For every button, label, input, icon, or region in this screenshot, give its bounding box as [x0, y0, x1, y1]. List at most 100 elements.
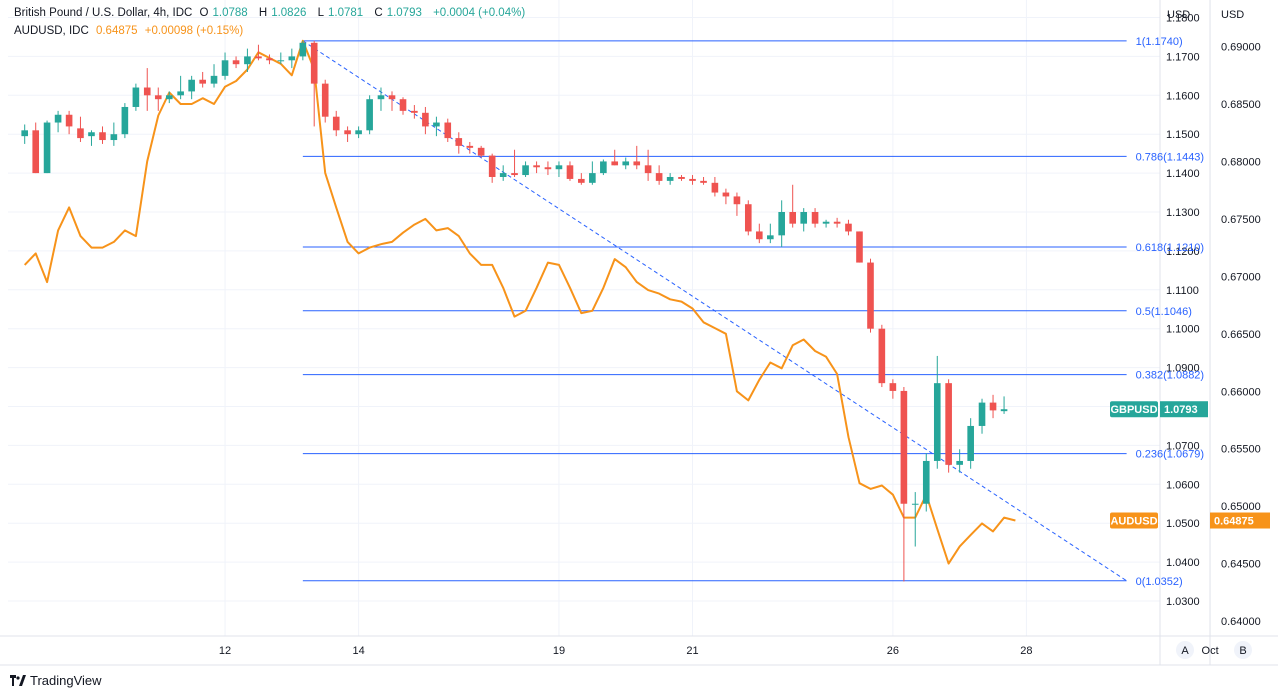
- candle-body: [511, 173, 518, 176]
- candle-body: [165, 95, 173, 100]
- legend-second-title: AUDUSD, IDC: [14, 25, 89, 37]
- candle-body: [32, 130, 40, 174]
- axis-a-tick: 1.1000: [1166, 324, 1200, 336]
- audusd-line: [23, 39, 1016, 565]
- candle-body: [244, 56, 251, 65]
- candle-body: [43, 122, 51, 174]
- fib-level-label: 0.382(1.0882): [1136, 370, 1205, 382]
- axis-a-tick: 1.1100: [1166, 285, 1199, 297]
- candle-body: [956, 460, 963, 465]
- candle-body: [99, 132, 106, 141]
- candle-body: [533, 165, 540, 168]
- axis-b-title: USD: [1221, 9, 1244, 21]
- candle-body: [377, 95, 385, 100]
- candle-body: [622, 161, 630, 166]
- price-badge-value-bg: [1160, 401, 1208, 418]
- candle-body: [54, 114, 62, 123]
- axis-a-button[interactable]: [1176, 641, 1194, 659]
- tradingview-icon: [10, 674, 26, 686]
- candle-body: [600, 161, 607, 174]
- candle-body: [933, 383, 941, 461]
- axis-a-tick: 1.0900: [1166, 363, 1200, 375]
- axis-b-tick: 0.66500: [1221, 329, 1261, 341]
- axis-b-tick: 0.65000: [1221, 501, 1261, 513]
- candle-body: [655, 173, 663, 181]
- candle-body: [744, 204, 752, 232]
- x-axis-tick: 19: [553, 645, 565, 657]
- candle-body: [544, 167, 552, 170]
- candle-body: [900, 390, 908, 504]
- legend-low-label: L: [317, 7, 324, 19]
- axis-a-tick: 1.0600: [1166, 479, 1200, 491]
- candle-body: [978, 402, 986, 426]
- candle-body: [355, 130, 362, 135]
- axis-b-tick: 0.66000: [1221, 386, 1261, 398]
- candle-body: [722, 192, 730, 197]
- candle-body: [199, 79, 206, 84]
- legend-high-value: 1.0826: [271, 7, 307, 19]
- candle-body: [889, 383, 897, 391]
- candle-body: [845, 223, 852, 232]
- legend-second-change: +0.00098 (+0.15%): [144, 25, 244, 37]
- candle-body: [878, 328, 886, 384]
- candle-body: [277, 60, 285, 62]
- candle-body: [666, 176, 674, 181]
- axis-b-tick: 0.65500: [1221, 444, 1261, 456]
- axis-a-tick: 1.1500: [1166, 129, 1200, 141]
- x-axis-tick: 28: [1020, 645, 1032, 657]
- candle-body: [911, 503, 919, 505]
- candle-body: [121, 106, 129, 135]
- x-axis-tick: 12: [219, 645, 231, 657]
- candle-body: [266, 58, 273, 61]
- candle-body: [321, 83, 329, 117]
- axis-b-tick: 0.68000: [1221, 156, 1261, 168]
- candle-body: [989, 402, 997, 411]
- main-legend: British Pound / U.S. Dollar, 4h, IDC O 1.…: [14, 7, 529, 19]
- x-axis-tick: 26: [887, 645, 899, 657]
- axis-b-button[interactable]: [1234, 641, 1252, 659]
- candle-body: [488, 155, 496, 177]
- legend-close-value: 1.0793: [386, 7, 422, 19]
- candle-body: [755, 231, 763, 240]
- candle-body: [143, 87, 151, 96]
- x-axis-tick: 21: [686, 645, 698, 657]
- axis-a-tick: 1.1700: [1166, 51, 1200, 63]
- axis-b-tick: 0.69000: [1221, 42, 1261, 54]
- candle-body: [733, 196, 741, 205]
- candle-body: [1000, 409, 1008, 412]
- fib-level-label: 1(1.1740): [1136, 36, 1183, 48]
- axis-b-button-label: B: [1239, 645, 1246, 657]
- candle-body: [411, 110, 418, 113]
- candle-body: [399, 99, 407, 111]
- legend-high-label: H: [258, 7, 268, 19]
- candle-body: [132, 87, 140, 107]
- axis-b-tick: 0.64000: [1221, 616, 1261, 628]
- fib-level-label: 0.5(1.1046): [1136, 306, 1192, 318]
- candle-body: [299, 42, 307, 57]
- axis-a-tick: 1.1800: [1166, 13, 1200, 25]
- candle-body: [444, 122, 452, 139]
- candle-body: [177, 91, 184, 96]
- axis-a-tick: 1.0500: [1166, 518, 1200, 530]
- candle-body: [332, 116, 340, 131]
- fib-level-label: 0(1.0352): [1136, 576, 1183, 588]
- second-legend: AUDUSD, IDC 0.64875 +0.00098 (+0.15%): [14, 25, 247, 37]
- candle-body: [789, 212, 797, 224]
- candle-body: [21, 130, 29, 137]
- candle-body: [210, 75, 218, 84]
- fib-level-label: 0.618(1.1210): [1136, 242, 1205, 254]
- price-badge-name-bg: [1110, 401, 1158, 418]
- tradingview-brand: TradingView: [30, 673, 102, 688]
- axis-a-title: USD: [1167, 9, 1190, 21]
- legend-close-label: C: [374, 7, 383, 19]
- candle-body: [255, 56, 262, 59]
- axis-b-tick: 0.68500: [1221, 99, 1261, 111]
- axis-b-tick: 0.67500: [1221, 214, 1261, 226]
- candle-body: [711, 182, 719, 193]
- candle-body: [188, 79, 195, 92]
- tradingview-logo[interactable]: TradingView: [10, 673, 102, 688]
- candle-body: [778, 212, 785, 236]
- fib-level-label: 0.786(1.1443): [1136, 151, 1205, 163]
- candle-body: [800, 212, 808, 224]
